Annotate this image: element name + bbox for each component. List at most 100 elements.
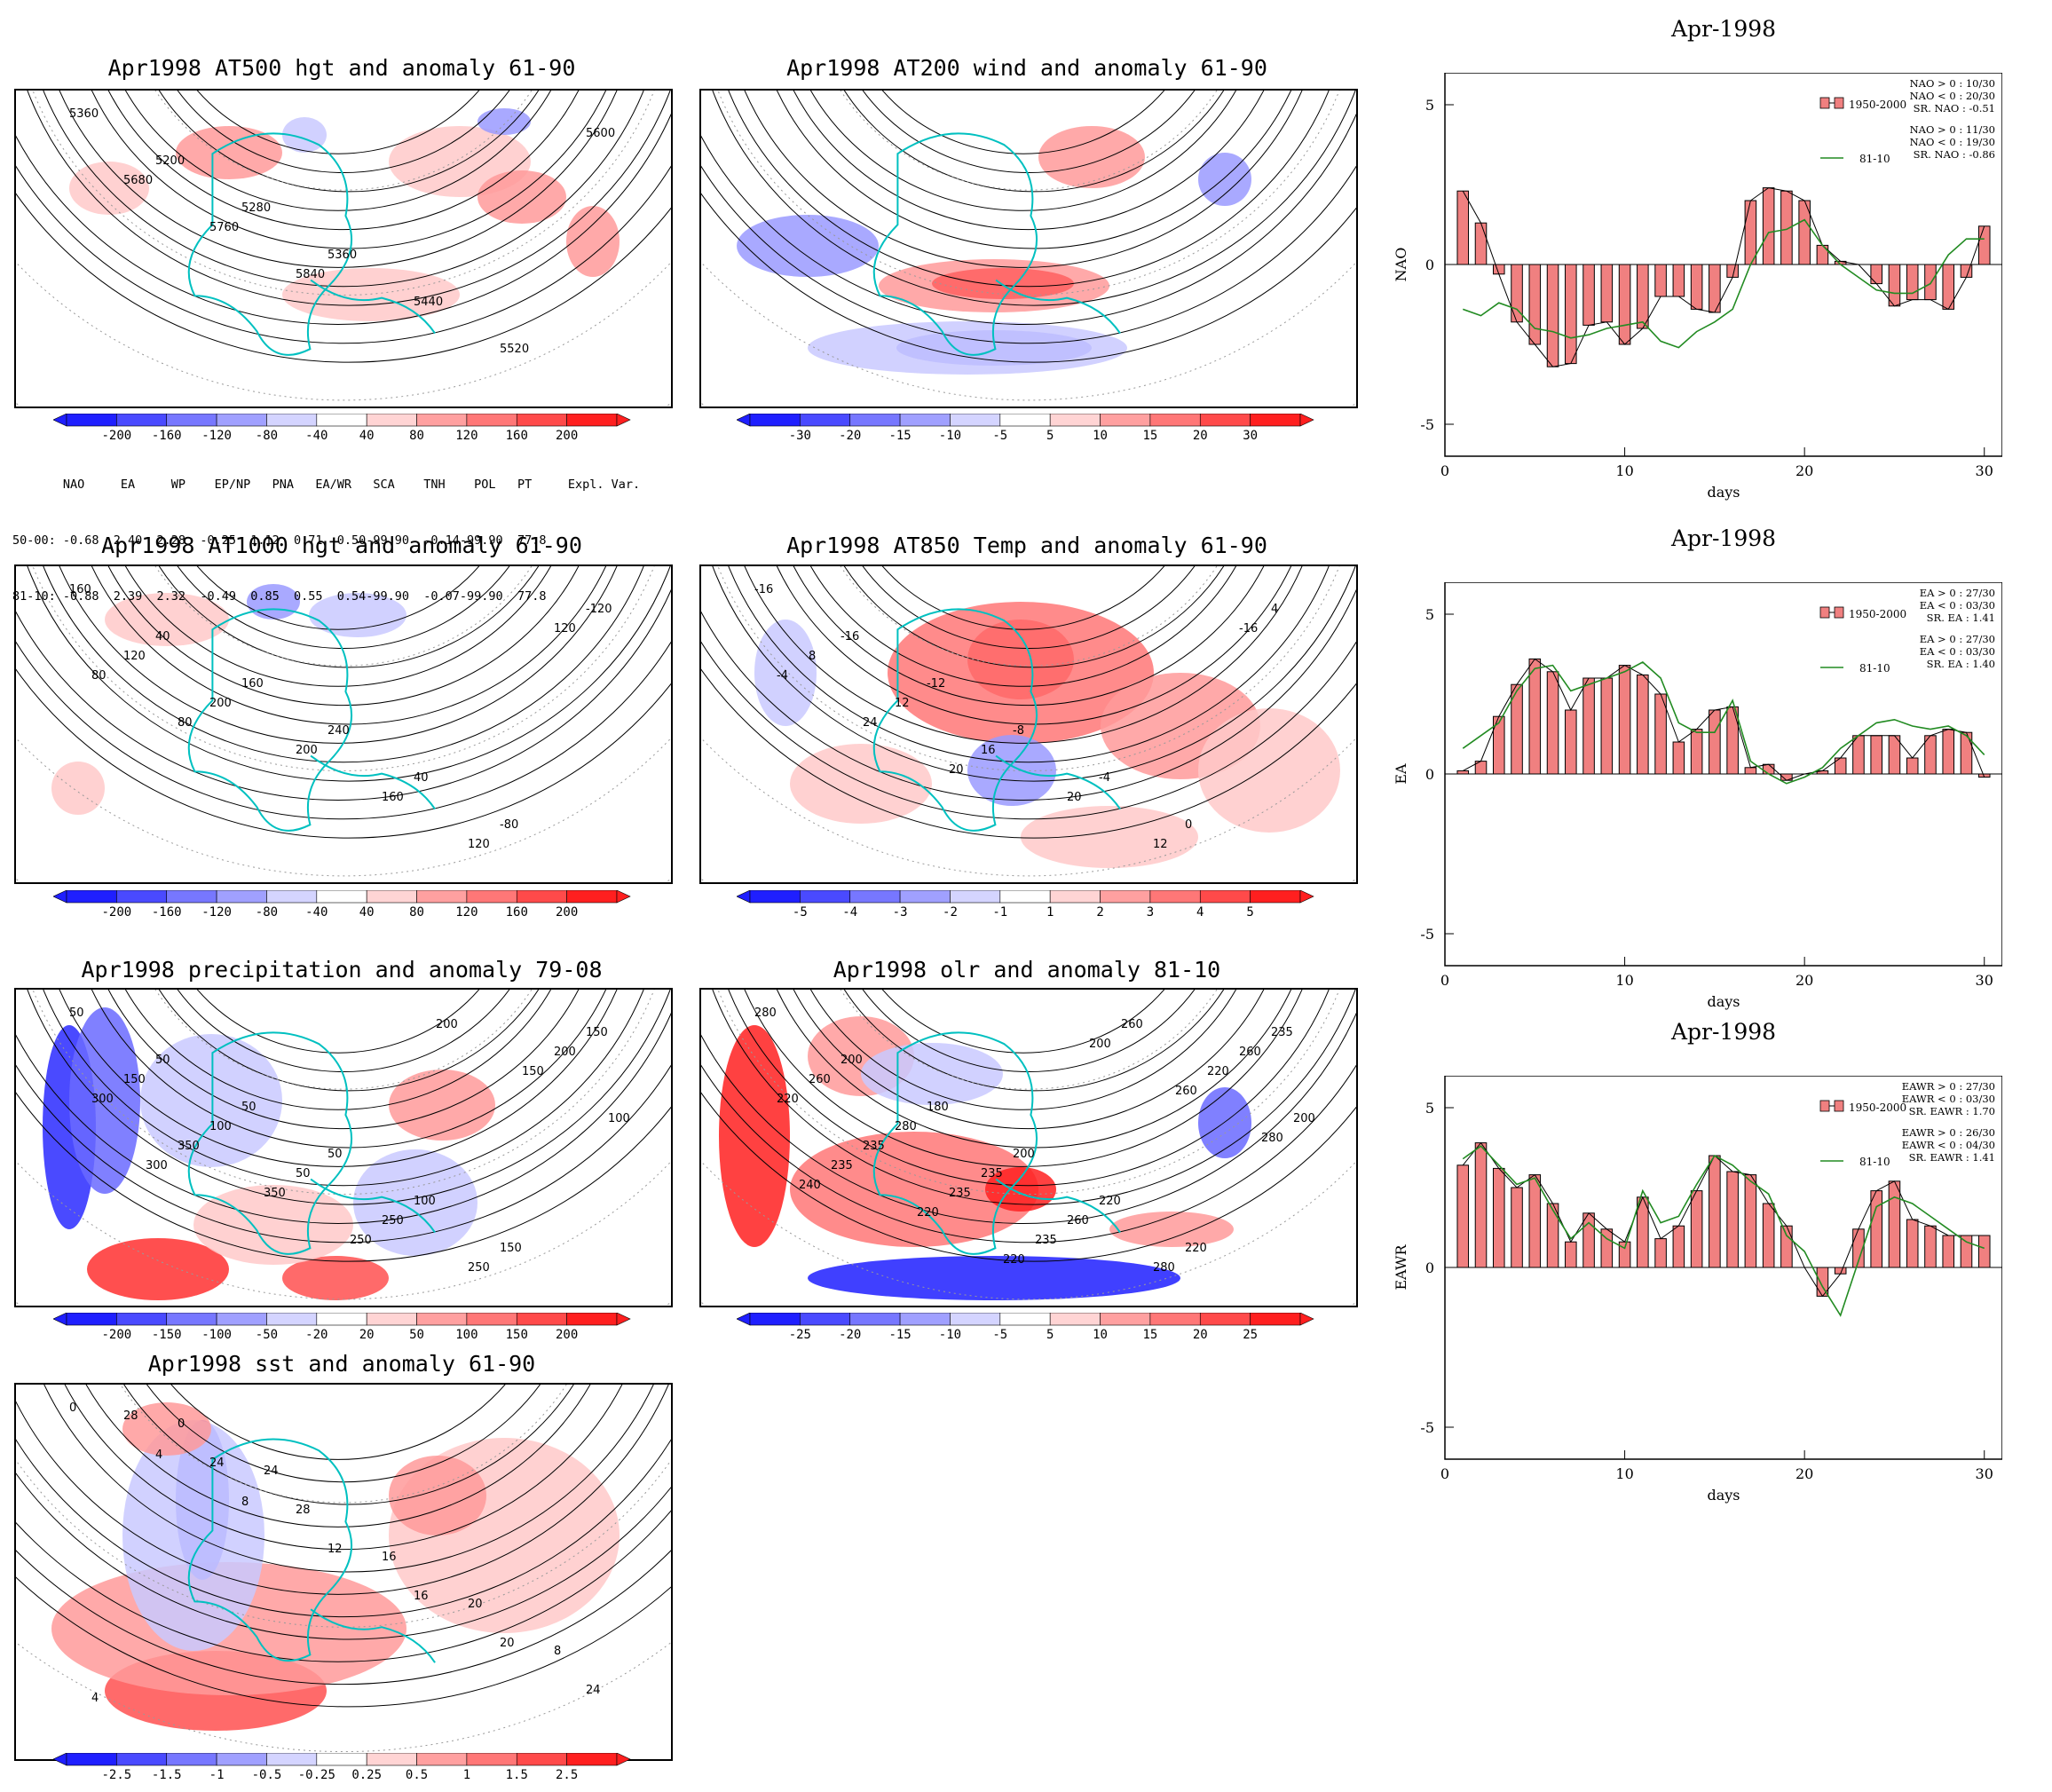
bar [1942, 1235, 1955, 1268]
colorbar-tick-label: -120 [201, 905, 232, 920]
legend-line-stat: EA < 0 : 03/30 [1920, 645, 1995, 658]
colorbar-tick-label: 80 [409, 429, 424, 443]
contour-line [881, 91, 1165, 154]
latitude-circle [16, 261, 671, 401]
colorbar-swatch [849, 1312, 901, 1326]
bar [1528, 264, 1542, 345]
colorbar-tick-label: 160 [506, 905, 528, 920]
colorbar-precip: -200 -150 -100 -50 -20 20 50 100 150 200 [52, 1312, 648, 1352]
contour-line [196, 566, 480, 630]
contour-label: 280 [754, 1007, 777, 1020]
bar [1709, 709, 1721, 775]
contour-label: 260 [1067, 1214, 1089, 1228]
colorbar-tick-label: -15 [888, 429, 911, 443]
colorbar-tick-label: 25 [1243, 1328, 1258, 1342]
contour-label: 220 [1185, 1242, 1207, 1255]
colorbar-tick-label: -20 [305, 1328, 328, 1342]
colorbar-swatch [1049, 1312, 1101, 1326]
x-tick-label: 20 [1796, 1465, 1813, 1482]
contour-label: -8 [1013, 724, 1024, 738]
colorbar-tick-label: 0.5 [406, 1768, 428, 1782]
colorbar-swatch [116, 1312, 168, 1326]
bar [1888, 264, 1901, 307]
bar [1618, 665, 1631, 775]
bar [1672, 264, 1685, 297]
contour-line [158, 990, 540, 1092]
contour-label: 100 [608, 1112, 630, 1125]
contour-label: 5360 [328, 249, 357, 262]
colorbar-swatch [1149, 1312, 1201, 1326]
contour-line [793, 566, 1265, 707]
legend-bar-stat: EAWR > 0 : 27/30 [1902, 1080, 1995, 1093]
bar [1672, 1225, 1685, 1268]
anomaly-shade [808, 1256, 1180, 1300]
latitude-circle [16, 1160, 671, 1300]
colorbar-swatch [950, 413, 1001, 427]
bar [1960, 1235, 1973, 1268]
colorbar-tick-label: -1.5 [152, 1768, 182, 1782]
colorbar-tick-label: 5 [1046, 1328, 1054, 1342]
legend-bar-swatch [1834, 97, 1844, 109]
contour-label: 240 [799, 1179, 821, 1192]
contour-line [881, 566, 1165, 630]
colorbar-swatch [316, 889, 367, 904]
legend-line-stat: EAWR > 0 : 26/30 [1902, 1126, 1995, 1139]
anomaly-shade [932, 268, 1074, 299]
contour-label: 20 [1067, 791, 1082, 804]
colorbar-swatch [216, 889, 267, 904]
contour-label: 280 [1261, 1132, 1283, 1145]
contour-label: 5280 [241, 201, 271, 215]
contour-line [862, 990, 1196, 1072]
colorbar-swatch [416, 1752, 468, 1766]
contour-label: -12 [927, 677, 945, 691]
contour-label: 100 [209, 1120, 232, 1133]
contour-label: 0 [1185, 818, 1192, 832]
colorbar-swatch [999, 1312, 1051, 1326]
contour-line [125, 91, 551, 211]
colorbar-swatch [899, 1312, 951, 1326]
colorbar-swatch [899, 889, 951, 904]
bar [1888, 1180, 1901, 1268]
legend-line-stat: NAO < 0 : 19/30 [1910, 136, 1995, 148]
contour-line [107, 566, 580, 707]
colorbar-swatch [800, 889, 851, 904]
colorbar-tick-label: -30 [789, 429, 811, 443]
colorbar-tick-label: -160 [152, 905, 182, 920]
bar [1654, 264, 1667, 297]
colorbar-swatch [266, 1312, 318, 1326]
x-axis-label: days [1707, 484, 1740, 501]
legend-bar-swatch [1819, 606, 1830, 619]
map-title-hgt500: Apr1998 AT500 hgt and anomaly 61-90 [107, 55, 576, 81]
bar [1870, 264, 1882, 285]
map-panel-wind200 [699, 89, 1358, 408]
colorbar-swatch [1149, 413, 1201, 427]
colorbar-tick-label: -10 [939, 429, 961, 443]
anomaly-shade [477, 108, 531, 135]
colorbar-wind200: -30 -20 -15 -10 -5 5 10 15 20 30 [736, 413, 1331, 453]
contour-line [728, 566, 1330, 763]
legend-bar-label: 1950-2000 [1849, 608, 1906, 620]
bar [1924, 1225, 1937, 1268]
x-tick-label: 10 [1615, 462, 1633, 479]
colorbar-swatch [316, 1312, 367, 1326]
contour-line [881, 990, 1165, 1054]
contour-label: 24 [209, 1456, 225, 1470]
contour-label: 28 [123, 1409, 138, 1423]
contour-line [177, 566, 510, 649]
contour-label: 20 [468, 1598, 483, 1611]
contour-line [744, 990, 1303, 1167]
contour-label: 260 [1239, 1046, 1261, 1059]
colorbar-tick-label: -0.25 [298, 1768, 335, 1782]
colorbar-tick-label: -0.5 [252, 1768, 282, 1782]
contour-line [16, 1550, 671, 1685]
bar [1600, 264, 1614, 323]
colorbar-tick-label: 0.25 [351, 1768, 382, 1782]
colorbar-swatch [466, 889, 517, 904]
colorbar-swatch [266, 1752, 318, 1766]
colorbar-tick-label: -120 [201, 429, 232, 443]
colorbar-swatch [1100, 1312, 1151, 1326]
coastline [872, 608, 1038, 832]
contour-label: 200 [554, 1046, 576, 1059]
contour-line [16, 1576, 671, 1708]
legend-bar-stat: EAWR < 0 : 03/30 [1902, 1093, 1995, 1105]
